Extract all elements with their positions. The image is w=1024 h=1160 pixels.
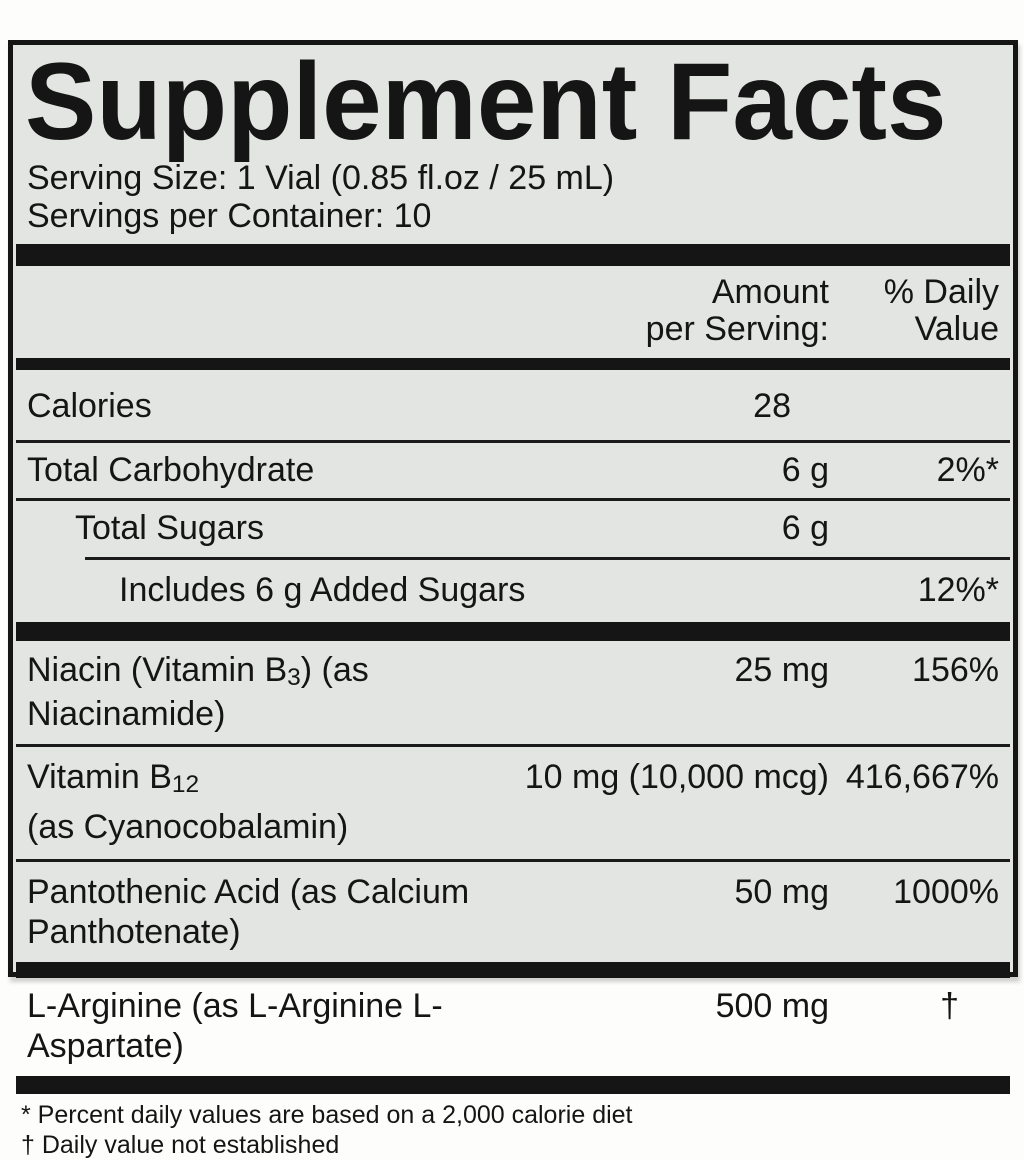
row-separator (16, 858, 1010, 862)
amount-header-line2: per Serving: (645, 309, 829, 348)
nutrient-daily-value: 12%* (917, 570, 999, 609)
nutrient-amount: 28 (753, 386, 791, 425)
nutrient-name: Includes 6 g Added Sugars (119, 570, 526, 609)
divider-bar-thick (16, 1075, 1010, 1094)
serving-size-line: Serving Size: 1 Vial (0.85 fl.oz / 25 mL… (27, 158, 615, 197)
row-separator (16, 439, 1010, 443)
nutrient-row-calories: Calories 28 (27, 370, 999, 440)
supplement-facts-panel: Supplement Facts Serving Size: 1 Vial (0… (8, 39, 1018, 1159)
nutrient-amount: 50 mg (734, 872, 830, 911)
footnote-daily-value-not-established: † Daily value not established (21, 1130, 340, 1159)
nutrient-daily-value: 416,667% (845, 757, 999, 796)
nutrient-name: Total Carbohydrate (27, 450, 315, 489)
footnotes: * Percent daily values are based on a 2,… (21, 1100, 999, 1160)
nutrient-daily-value: † (940, 986, 959, 1025)
nutrient-row-vitamin-b12: Vitamin B12 (as Cyanocobalamin) 10 mg (1… (27, 747, 999, 859)
nutrient-amount: 500 mg (715, 986, 829, 1025)
subscript: 3 (287, 663, 301, 691)
divider-bar-thick (16, 961, 1010, 978)
divider-bar-thick (16, 243, 1010, 266)
nutrient-row-niacin: Niacin (Vitamin B3) (as Niacinamide) 25 … (27, 641, 999, 744)
panel-title: Supplement Facts (25, 39, 947, 163)
nutrient-name: L-Arginine (as L-Arginine L-Aspartate) (27, 986, 443, 1065)
nutrient-name: Total Sugars (75, 508, 264, 547)
nutrient-row-pantothenic-acid: Pantothenic Acid (as Calcium Panthotenat… (27, 862, 999, 962)
amount-column-header: Amount per Serving: (549, 272, 829, 348)
nutrient-daily-value: 156% (912, 650, 999, 689)
nutrient-name-line2: (as Cyanocobalamin) (27, 807, 349, 846)
nutrient-amount: 25 mg (734, 650, 830, 689)
nutrient-name: Calories (27, 386, 152, 425)
nutrient-amount: 6 g (781, 508, 829, 547)
amount-header-line1: Amount (711, 272, 829, 311)
nutrient-name: Vitamin B12 (as Cyanocobalamin) (27, 754, 525, 850)
divider-bar-medium (16, 357, 1010, 370)
nutrient-name: Niacin (Vitamin B3) (as Niacinamide) (27, 650, 369, 733)
nutrient-row-l-arginine: L-Arginine (as L-Arginine L-Aspartate) 5… (27, 978, 999, 1076)
row-separator-indented (85, 556, 1010, 560)
nutrient-row-total-sugars: Total Sugars 6 g (27, 501, 999, 557)
row-separator (16, 497, 1010, 501)
divider-bar-thick (16, 621, 1010, 641)
daily-value-column-header: % Daily Value (829, 272, 999, 348)
row-separator (16, 743, 1010, 747)
nutrient-amount: 6 g (781, 450, 829, 489)
nutrient-daily-value: 2%* (936, 450, 999, 489)
subscript: 12 (171, 770, 200, 798)
dv-header-line2: Value (914, 309, 999, 348)
column-header-row: Amount per Serving: % Daily Value (27, 266, 999, 358)
nutrient-row-added-sugars: Includes 6 g Added Sugars 12%* (27, 560, 999, 622)
footnote-percent-daily-values: * Percent daily values are based on a 2,… (21, 1100, 633, 1129)
nutrient-daily-value: 1000% (893, 872, 999, 911)
servings-per-container-line: Servings per Container: 10 (27, 196, 432, 235)
nutrient-amount: 10 mg (10,000 mcg) (524, 757, 829, 796)
nutrient-row-total-carbohydrate: Total Carbohydrate 6 g 2%* (27, 443, 999, 498)
nutrient-name: Pantothenic Acid (as Calcium Panthotenat… (27, 872, 470, 951)
dv-header-line1: % Daily (883, 272, 999, 311)
